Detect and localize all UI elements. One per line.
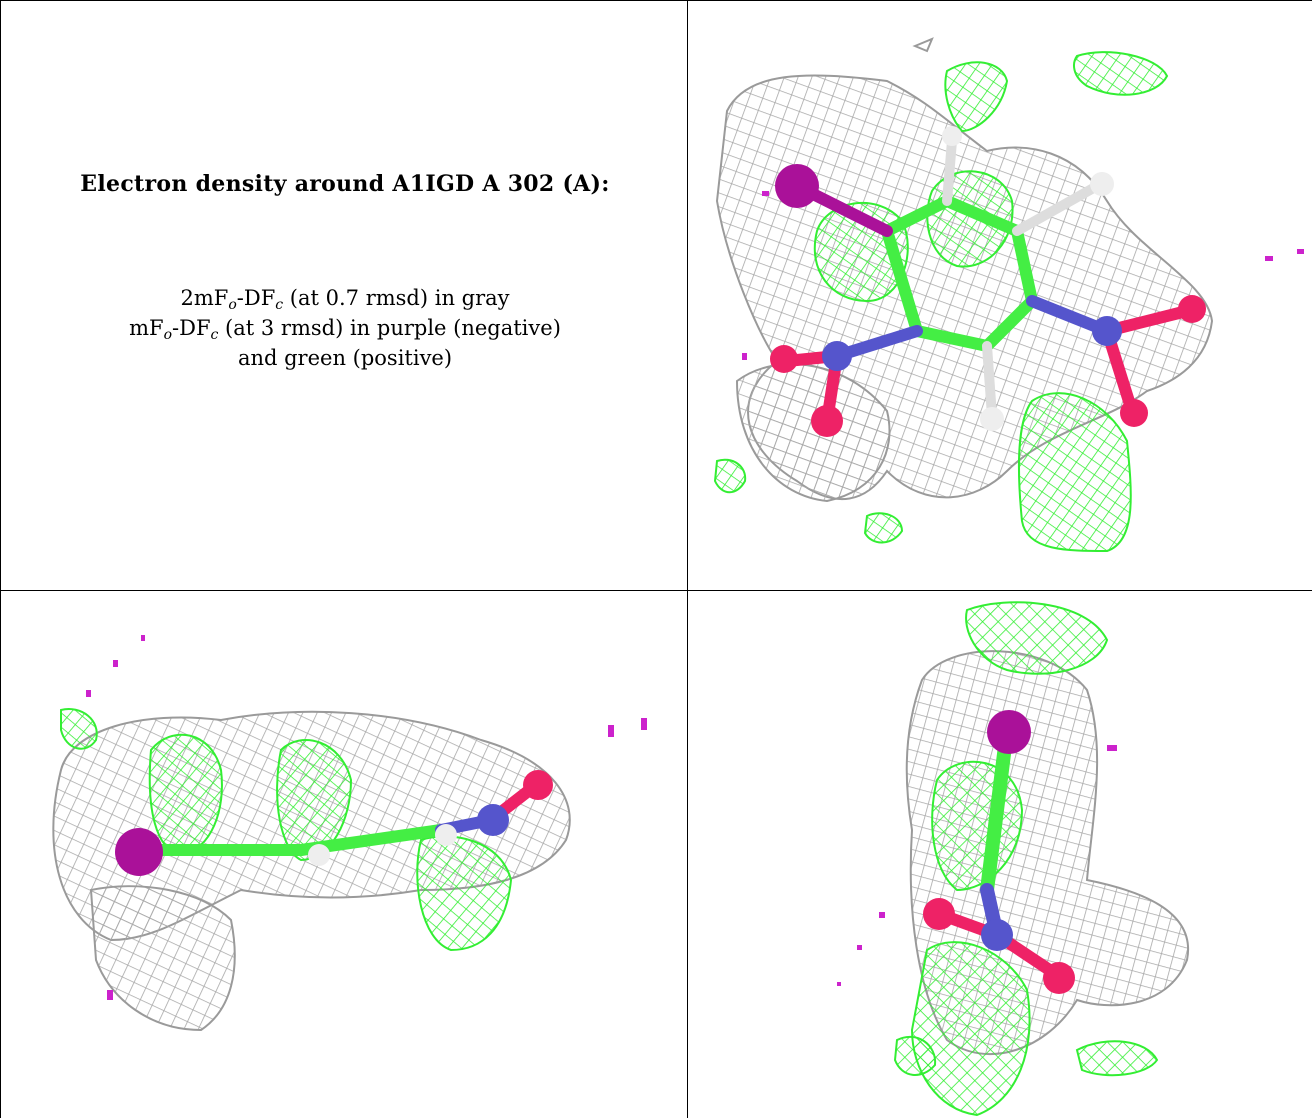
mesh-2fofc-lower — [735, 363, 891, 503]
mesh-2fofc-fragment — [912, 37, 934, 53]
caption-legend: 2mFo-DFc (at 0.7 rmsd) in gray mFo-DFc (… — [1, 283, 687, 373]
density-view-side — [0, 590, 688, 1118]
ligand-model — [770, 126, 1206, 437]
mesh-positive-4 — [60, 708, 98, 750]
mesh-positive-4 — [893, 1035, 937, 1076]
mesh-positive-lower — [1018, 392, 1132, 553]
caption-cell: Electron density around A1IGD A 302 (A):… — [0, 0, 688, 591]
legend-line-3: and green (positive) — [237, 346, 453, 370]
density-image-side — [52, 635, 647, 1032]
mesh-negative — [86, 635, 647, 1000]
mesh-positive-3 — [910, 941, 1031, 1117]
mesh-positive-small-1 — [713, 458, 747, 494]
mesh-negative — [837, 745, 1117, 986]
ligand-model — [115, 770, 553, 876]
mesh-positive-top — [944, 61, 1009, 133]
mesh-2fofc-lower — [89, 885, 236, 1032]
caption-heading: Electron density around A1IGD A 302 (A): — [80, 171, 610, 197]
legend-line-2: mFo-DFc (at 3 rmsd) in purple (negative) — [129, 316, 561, 343]
mesh-positive-3 — [416, 835, 513, 952]
mesh-positive-1 — [148, 733, 223, 857]
mesh-positive-5 — [1075, 1040, 1159, 1077]
mesh-positive-small-2 — [863, 512, 904, 544]
density-view-top — [687, 0, 1312, 591]
mesh-positive-2 — [276, 739, 353, 862]
ligand-model — [923, 710, 1075, 994]
mesh-negative — [742, 191, 1304, 360]
legend-line-1: 2mFo-DFc (at 0.7 rmsd) in gray — [180, 286, 510, 313]
density-view-end — [687, 590, 1312, 1118]
density-image-top — [713, 37, 1304, 553]
mesh-positive-2 — [965, 601, 1109, 675]
density-image-end — [837, 601, 1190, 1117]
mesh-positive-corner — [1073, 51, 1169, 96]
